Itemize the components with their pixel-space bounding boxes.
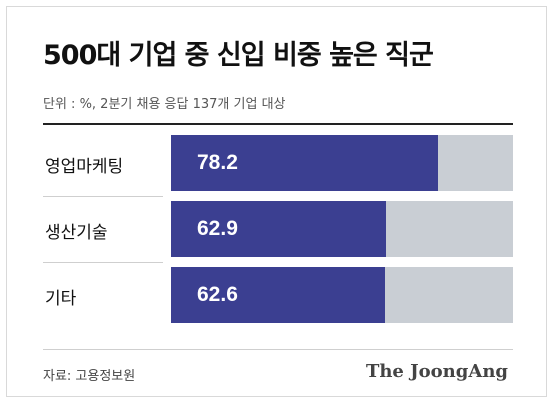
bar-track: 78.2 <box>171 135 513 191</box>
chart-title: 500대 기업 중 신입 비중 높은 직군 <box>43 40 434 71</box>
bar: 62.9 <box>171 201 387 257</box>
source-note: 자료: 고용정보원 <box>43 369 136 384</box>
bar: 62.6 <box>171 267 386 323</box>
data-label: 78.2 <box>197 151 238 174</box>
chart-frame: 500대 기업 중 신입 비중 높은 직군 단위 : %, 2분기 채용 응답 … <box>6 6 547 397</box>
category-label: 생산기술 <box>45 223 108 243</box>
brand-logo: The JoongAng <box>365 361 508 382</box>
category-label: 기타 <box>45 289 77 309</box>
bottom-divider <box>43 349 513 350</box>
row-separator <box>43 196 163 197</box>
category-label: 영업마케팅 <box>45 157 124 177</box>
data-label: 62.6 <box>197 283 238 306</box>
bar: 78.2 <box>171 135 439 191</box>
unit-note: 단위 : %, 2분기 채용 응답 137개 기업 대상 <box>43 97 286 112</box>
bar-track: 62.9 <box>171 201 513 257</box>
bar-track: 62.6 <box>171 267 513 323</box>
data-label: 62.9 <box>197 217 238 240</box>
top-divider <box>43 123 513 125</box>
row-separator <box>43 262 163 263</box>
